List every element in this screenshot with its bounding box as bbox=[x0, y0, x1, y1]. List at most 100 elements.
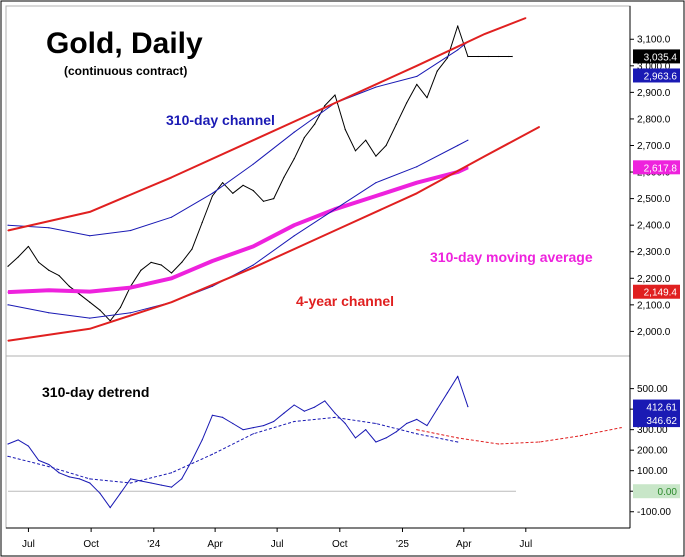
detrend-point-detrend-40 bbox=[416, 418, 418, 421]
detrend-point-detrend-6 bbox=[68, 476, 70, 478]
detrend-point-detrend-cycle-0 bbox=[7, 455, 9, 457]
price-point-gold-price-42 bbox=[436, 70, 438, 72]
detrend-value-tag-label: 412.61 bbox=[646, 403, 677, 414]
price-point-310-day-channel-upper-7 bbox=[293, 131, 295, 133]
detrend-value-tag-bg-2 bbox=[633, 484, 680, 499]
price-point-gold-price-19 bbox=[201, 221, 203, 224]
price-point-gold-price-0 bbox=[7, 265, 9, 267]
detrend-point-detrend-37 bbox=[385, 437, 387, 439]
detrend-point-detrend-15 bbox=[160, 484, 162, 486]
price-point-gold-price-14 bbox=[150, 261, 152, 263]
price-point-gold-price-23 bbox=[242, 184, 244, 186]
detrend-point-detrend-cycle-5 bbox=[211, 453, 213, 455]
detrend-point-detrend-3 bbox=[38, 459, 40, 462]
detrend-point-detrend-cycle-8 bbox=[334, 416, 336, 418]
price-point-gold-price-7 bbox=[78, 293, 81, 295]
detrend-point-detrend-28 bbox=[293, 404, 295, 406]
detrend-point-projected-cycle-1 bbox=[457, 437, 459, 439]
detrend-point-detrend-cycle-2 bbox=[89, 478, 91, 480]
price-point-gold-price-44 bbox=[457, 25, 459, 27]
detrend-point-detrend-29 bbox=[303, 410, 305, 412]
price-point-gold-price-4 bbox=[48, 269, 50, 271]
detrend-point-detrend-cycle-4 bbox=[170, 472, 173, 474]
detrend-point-detrend-cycle-6 bbox=[252, 433, 254, 435]
detrend-point-detrend-1 bbox=[17, 439, 19, 441]
price-point-gold-price-8 bbox=[89, 301, 91, 303]
price-point-gold-price-34 bbox=[354, 150, 357, 152]
x-tick-label: Jul bbox=[271, 539, 284, 550]
detrend-point-detrend-26 bbox=[273, 420, 275, 423]
price-y-tick-label: 2,500.0 bbox=[637, 194, 671, 205]
price-point-gold-price-33 bbox=[344, 128, 346, 131]
detrend-point-detrend-38 bbox=[395, 431, 397, 433]
detrend-point-detrend-5 bbox=[58, 472, 60, 474]
x-tick-label: Oct bbox=[332, 539, 348, 550]
detrend-point-detrend-36 bbox=[375, 441, 377, 443]
price-value-tag-bg-1 bbox=[633, 68, 680, 83]
price-y-tick-label: 2,100.0 bbox=[637, 300, 671, 311]
price-y-tick-label: 2,300.0 bbox=[637, 247, 671, 258]
price-point-gold-price-35 bbox=[365, 139, 367, 141]
detrend-y-tick-label: 200.00 bbox=[637, 446, 668, 457]
detrend-point-detrend-22 bbox=[232, 422, 234, 425]
price-point-310-day-channel-upper-0 bbox=[7, 224, 9, 226]
detrend-point-detrend-23 bbox=[242, 429, 244, 431]
price-y-tick-label: 2,000.0 bbox=[637, 327, 671, 338]
price-point-gold-price-20 bbox=[211, 195, 213, 197]
price-point-310-day-moving-average-3 bbox=[130, 286, 132, 289]
price-value-tag-bg-0 bbox=[633, 49, 680, 64]
detrend-point-detrend-9 bbox=[99, 492, 101, 494]
detrend-point-detrend-4 bbox=[48, 463, 50, 466]
price-value-tag-bg-2 bbox=[633, 160, 680, 175]
x-tick-label: Apr bbox=[207, 539, 223, 550]
price-point-4-year-channel-lower-5 bbox=[416, 192, 418, 194]
price-point-gold-price-31 bbox=[324, 105, 326, 107]
price-point-310-day-channel-upper-2 bbox=[89, 235, 91, 237]
price-point-4-year-channel-lower-1 bbox=[89, 328, 91, 330]
detrend-point-detrend-cycle-1 bbox=[48, 465, 50, 468]
price-series-4-year-channel-lower bbox=[7, 126, 540, 342]
price-point-gold-price-26 bbox=[273, 198, 275, 200]
annotation-310-day-channel: 310-day channel bbox=[166, 112, 275, 128]
price-point-4-year-channel-upper-4 bbox=[334, 102, 336, 104]
price-point-gold-price-9 bbox=[99, 309, 101, 311]
price-value-tag-label: 2,963.6 bbox=[644, 71, 678, 82]
price-point-310-day-channel-upper-5 bbox=[211, 192, 213, 194]
price-series-4-year-channel-upper bbox=[7, 17, 527, 232]
detrend-point-detrend-39 bbox=[405, 422, 408, 425]
price-point-gold-price-21 bbox=[222, 182, 224, 184]
price-point-gold-price-47 bbox=[487, 55, 489, 58]
price-value-tag-label: 2,617.8 bbox=[644, 163, 678, 174]
price-y-tick-label: 2,200.0 bbox=[637, 274, 671, 285]
price-point-310-day-channel-lower-9 bbox=[375, 182, 377, 184]
detrend-point-projected-cycle-2 bbox=[497, 443, 500, 445]
detrend-point-detrend-14 bbox=[150, 482, 152, 484]
detrend-point-detrend-25 bbox=[262, 424, 265, 427]
detrend-point-detrend-41 bbox=[426, 424, 428, 427]
price-point-310-day-channel-lower-11 bbox=[457, 144, 459, 147]
price-point-310-day-channel-lower-8 bbox=[334, 208, 336, 210]
x-tick-label: Jul bbox=[22, 539, 35, 550]
price-point-310-day-channel-lower-12 bbox=[467, 139, 469, 141]
annotation-4-year-channel: 4-year channel bbox=[296, 293, 394, 309]
price-point-310-day-channel-upper-6 bbox=[252, 163, 254, 165]
detrend-series-projected-cycle bbox=[416, 427, 622, 445]
price-point-310-day-channel-upper-1 bbox=[48, 227, 50, 229]
price-y-tick-label: 3,000.0 bbox=[637, 61, 671, 72]
price-point-4-year-channel-lower-4 bbox=[334, 229, 336, 232]
detrend-point-detrend-2 bbox=[27, 445, 30, 447]
price-point-gold-price-40 bbox=[416, 83, 418, 85]
detrend-point-projected-cycle-3 bbox=[538, 441, 541, 443]
price-point-310-day-channel-upper-4 bbox=[170, 216, 173, 218]
price-point-gold-price-13 bbox=[140, 269, 142, 271]
detrend-point-detrend-43 bbox=[446, 392, 449, 394]
price-point-4-year-channel-upper-3 bbox=[252, 139, 254, 141]
price-point-310-day-channel-lower-0 bbox=[7, 304, 9, 306]
price-point-gold-price-18 bbox=[191, 248, 193, 250]
price-point-310-day-moving-average-9 bbox=[375, 195, 377, 197]
detrend-point-detrend-34 bbox=[354, 437, 357, 439]
detrend-point-detrend-7 bbox=[78, 478, 81, 480]
x-tick-label: Jul bbox=[519, 539, 532, 550]
